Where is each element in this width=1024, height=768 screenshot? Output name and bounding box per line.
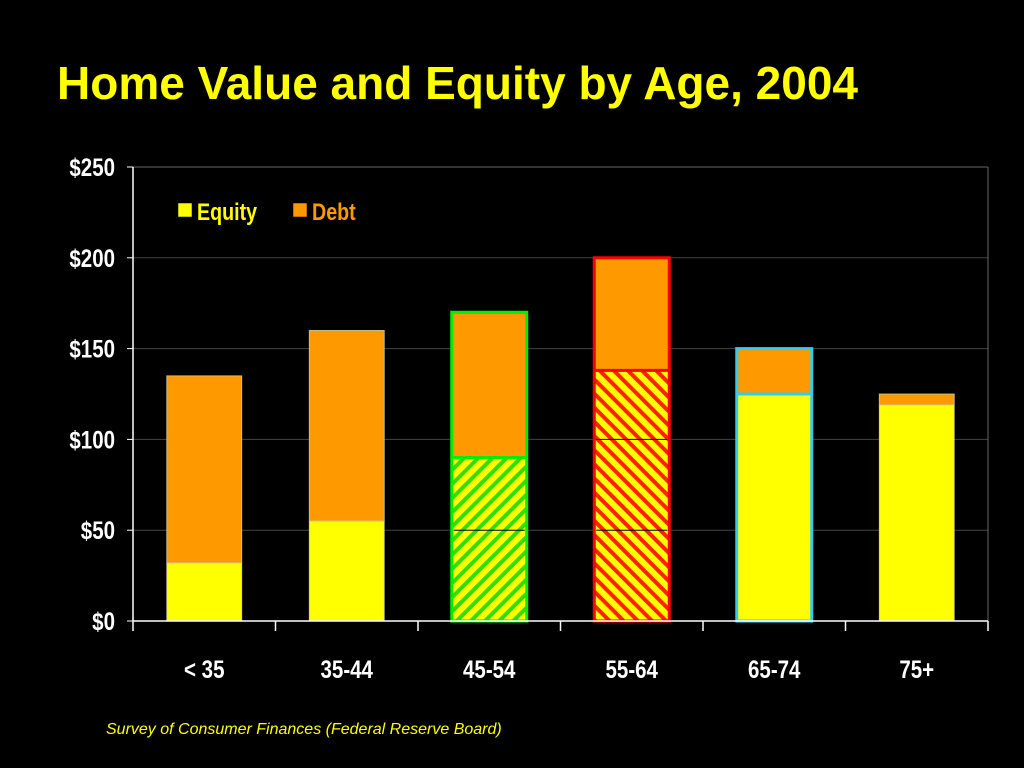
bar-debt (593, 257, 670, 371)
y-tick-label: $200 (69, 244, 115, 272)
bar-equity (166, 562, 243, 622)
x-tick-label: 75+ (899, 655, 934, 683)
bar-debt (166, 375, 243, 564)
bar-debt (451, 311, 528, 458)
page-title: Home Value and Equity by Age, 2004 (57, 57, 859, 109)
legend-swatch (177, 202, 193, 218)
bar-debt (736, 348, 813, 395)
y-tick-label: $100 (69, 425, 115, 453)
x-tick-label: 35-44 (321, 655, 374, 683)
bar-equity (451, 457, 528, 622)
y-tick-label: $50 (81, 516, 115, 544)
legend-swatch (292, 202, 308, 218)
bar-equity (736, 393, 813, 622)
bar-equity (308, 520, 385, 622)
legend-label: Equity (197, 198, 258, 225)
gridlines (133, 166, 989, 621)
bars (166, 256, 955, 623)
y-tick-label: $150 (69, 335, 115, 363)
x-tick-label: 65-74 (748, 655, 801, 683)
legend-label: Debt (312, 198, 356, 225)
stacked-bar-chart: $0 $50 $100 $150 $200 $250 < 35 35-44 45-54 55-64… (69, 153, 989, 683)
x-tick-label: 45-54 (463, 655, 516, 683)
axes: $0 $50 $100 $150 $200 $250 < 35 35-44 45-54 55-64… (69, 153, 989, 683)
x-tick-label: 55-64 (606, 655, 659, 683)
x-tick-label: < 35 (184, 655, 225, 683)
bar-debt (878, 393, 955, 406)
y-tick-label: $0 (92, 607, 115, 635)
bar-equity (878, 404, 955, 622)
bar-equity (593, 369, 670, 622)
y-tick-label: $250 (69, 153, 115, 181)
source-note: Survey of Consumer Finances (Federal Res… (106, 721, 502, 738)
bar-debt (308, 330, 385, 522)
legend: Equity Debt (177, 198, 356, 225)
